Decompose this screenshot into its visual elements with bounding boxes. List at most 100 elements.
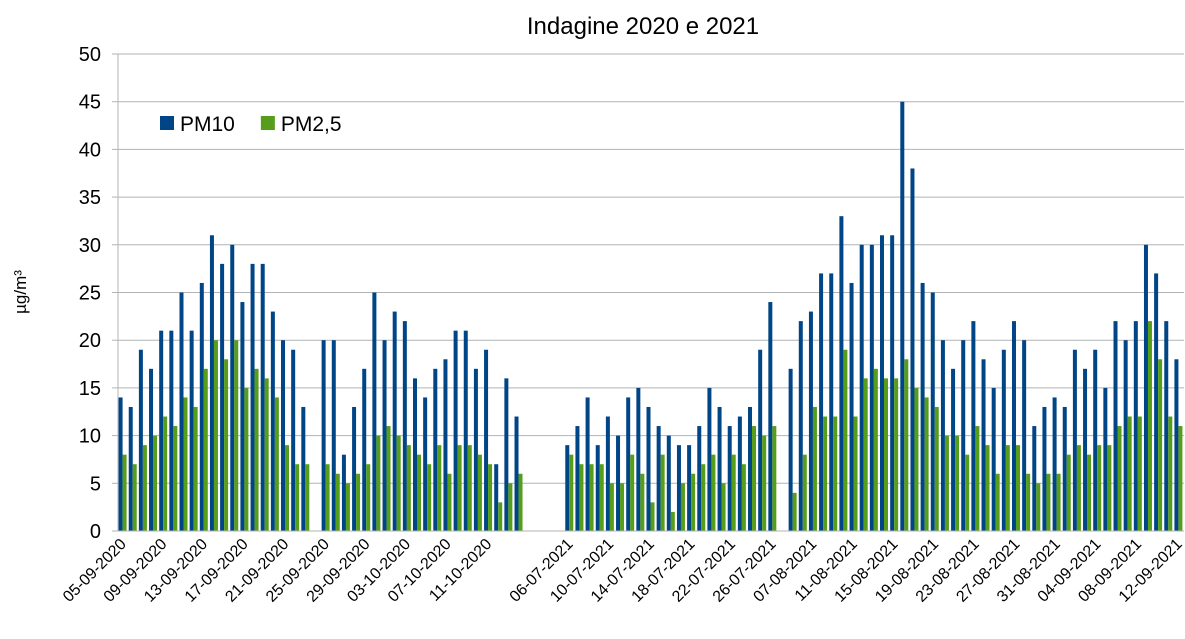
bar [620, 483, 625, 531]
bar [701, 464, 706, 531]
bar [366, 464, 371, 531]
bar [940, 340, 945, 531]
bar [234, 340, 239, 531]
bar [484, 349, 489, 531]
bar [823, 416, 828, 531]
bar [285, 445, 290, 531]
bar [213, 340, 218, 531]
bar [447, 473, 452, 531]
y-tick-label: 5 [90, 473, 101, 495]
bar [731, 454, 736, 531]
bar [132, 464, 137, 531]
bar [203, 368, 208, 531]
y-tick-label: 10 [79, 426, 101, 448]
bar [965, 454, 970, 531]
y-tick-label: 30 [79, 235, 101, 257]
bar [666, 435, 671, 531]
bar [1083, 368, 1088, 531]
bar [498, 502, 503, 531]
bar [321, 340, 326, 531]
bar [849, 282, 854, 531]
bar [230, 244, 235, 532]
bar [1032, 426, 1037, 531]
bar [457, 445, 462, 531]
bar [376, 435, 381, 531]
y-tick-label: 15 [79, 378, 101, 400]
bar [1087, 454, 1092, 531]
bar [122, 454, 127, 531]
bar [153, 435, 158, 531]
bar [260, 263, 265, 531]
bar [904, 359, 909, 531]
bar [873, 368, 878, 531]
bar [473, 368, 478, 531]
bar [920, 282, 925, 531]
bar [687, 445, 692, 531]
bar [819, 273, 824, 531]
bar [880, 235, 885, 531]
bar [859, 244, 864, 532]
bar [748, 406, 753, 531]
bar [386, 426, 391, 531]
bar [295, 464, 300, 531]
bar [1011, 321, 1016, 531]
y-tick-label: 50 [79, 44, 101, 66]
bar [149, 368, 154, 531]
bar [981, 359, 986, 531]
chart-title: Indagine 2020 e 2021 [527, 13, 759, 40]
bar [727, 426, 732, 531]
bar [477, 454, 482, 531]
bar [1103, 387, 1108, 531]
bar [676, 445, 681, 531]
bar [863, 378, 868, 531]
bar [691, 473, 696, 531]
bar [463, 330, 468, 531]
bar [839, 216, 844, 531]
bar [772, 426, 777, 531]
bar [494, 464, 499, 531]
bar [427, 464, 432, 531]
bar [352, 406, 357, 531]
bar [951, 368, 956, 531]
bar [301, 406, 306, 531]
bar [1042, 406, 1047, 531]
bar [808, 311, 813, 531]
bar [1015, 445, 1020, 531]
bar [944, 435, 949, 531]
bar [382, 340, 387, 531]
bar [274, 397, 279, 531]
bar [1072, 349, 1077, 531]
y-tick-label: 25 [79, 283, 101, 305]
bar [762, 435, 767, 531]
bar [930, 292, 935, 531]
bar [356, 473, 361, 531]
bar [1174, 359, 1179, 531]
bar [961, 340, 966, 531]
bar [508, 483, 513, 531]
bar [853, 416, 858, 531]
bar [433, 368, 438, 531]
bar [616, 435, 621, 531]
bar [138, 349, 143, 531]
bar [833, 416, 838, 531]
bar [396, 435, 401, 531]
bar [565, 445, 570, 531]
y-tick-label: 45 [79, 92, 101, 114]
bar [585, 397, 590, 531]
bar [163, 416, 168, 531]
bar [758, 349, 763, 531]
bar [416, 454, 421, 531]
bar [985, 445, 990, 531]
y-tick-label: 35 [79, 187, 101, 209]
bar [884, 378, 889, 531]
bar [240, 302, 245, 531]
bar [975, 426, 980, 531]
bar [291, 349, 296, 531]
bar [697, 426, 702, 531]
bar [264, 378, 269, 531]
bar [1154, 273, 1159, 531]
bar [209, 235, 214, 531]
bar [1026, 473, 1031, 531]
bar [630, 454, 635, 531]
bar [169, 330, 174, 531]
